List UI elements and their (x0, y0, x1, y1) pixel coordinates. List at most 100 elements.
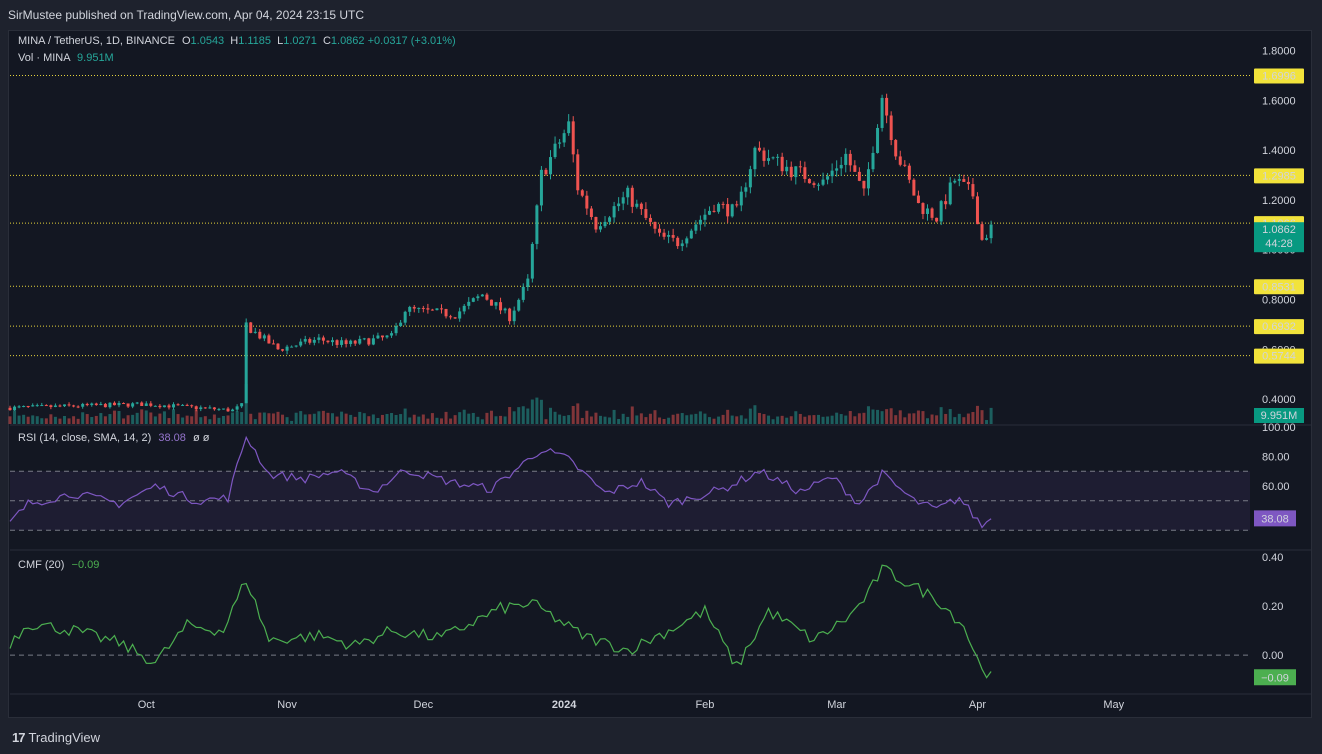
price-level-tag (1254, 348, 1304, 364)
volume-bar (776, 416, 780, 424)
volume-bar (903, 417, 907, 424)
candle-body (440, 308, 444, 310)
volume-bar (158, 413, 162, 424)
low-label: L (277, 35, 284, 47)
candle-body (980, 224, 984, 240)
volume-bar (844, 415, 848, 424)
volume-bar (162, 411, 166, 424)
candle-body (76, 406, 80, 408)
symbol-name[interactable]: MINA / TetherUS, 1D, BINANCE (18, 35, 175, 47)
volume-bar (526, 408, 530, 424)
last-price-tag (1254, 222, 1304, 253)
candle-body (308, 339, 312, 343)
candle-body (535, 205, 539, 244)
volume-bar (644, 417, 648, 424)
time-tick-label: Mar (827, 699, 846, 711)
cmf-tick-label: 0.40 (1262, 552, 1283, 564)
candle-body (985, 238, 989, 240)
volume-bar (971, 412, 975, 424)
candle-body (453, 317, 457, 319)
chart-frame[interactable] (8, 30, 1312, 718)
candle-body (807, 178, 811, 184)
candle-body (471, 298, 475, 302)
candle-body (335, 340, 339, 345)
time-tick-label: May (1103, 699, 1124, 711)
candle-body (644, 209, 648, 218)
volume-value: 9.951M (77, 52, 114, 64)
volume-bar (185, 415, 189, 424)
volume-bar (898, 410, 902, 424)
candle-body (676, 237, 680, 247)
volume-bar (671, 414, 675, 424)
volume-bar (935, 415, 939, 424)
cmf-legend[interactable]: CMF (20) −0.09 (18, 559, 99, 571)
candle-body (539, 169, 543, 206)
volume-bar (894, 415, 898, 424)
candle-body (358, 338, 362, 344)
volume-bar (544, 419, 548, 424)
low-value: 1.0271 (283, 35, 317, 47)
volume-bar (321, 410, 325, 424)
volume-bar (253, 419, 257, 424)
volume-bar (639, 413, 643, 424)
volume-bar (390, 413, 394, 424)
symbol-legend[interactable]: MINA / TetherUS, 1D, BINANCE O1.0543 H1.… (18, 35, 456, 47)
candle-body (249, 322, 253, 333)
candle-body (739, 191, 743, 206)
candle-body (889, 115, 893, 141)
candle-body (512, 310, 516, 322)
candle-body (930, 208, 934, 218)
high-value: 1.1185 (238, 35, 272, 47)
candle-body (326, 340, 330, 343)
volume-bar (140, 409, 144, 424)
candle-body (630, 187, 634, 207)
volume-bar (371, 414, 375, 424)
chart-canvas[interactable]: 1.80001.60001.40001.20001.00000.80000.60… (0, 0, 1322, 720)
candle-body (626, 187, 630, 198)
rsi-legend[interactable]: RSI (14, close, SMA, 14, 2) 38.08 ø ø (18, 432, 209, 444)
candle-body (480, 294, 484, 297)
volume-bar (122, 418, 126, 424)
volume-bar (76, 418, 80, 424)
volume-bar (399, 414, 403, 424)
volume-bar (521, 406, 525, 424)
candle-body (680, 243, 684, 247)
volume-bar (335, 416, 339, 424)
volume-bar (694, 413, 698, 424)
volume-bar (612, 409, 616, 424)
rsi-tick-label: 80.00 (1262, 452, 1290, 464)
volume-bar (117, 411, 121, 424)
volume-bar (226, 415, 230, 424)
volume-bar (853, 416, 857, 424)
candle-body (153, 405, 157, 407)
candle-body (271, 343, 275, 345)
candle-body (290, 346, 294, 348)
candle-body (844, 153, 848, 165)
candle-body (780, 156, 784, 172)
time-tick-label: 2024 (552, 699, 577, 711)
volume-bar (635, 415, 639, 424)
price-level-label: 0.6932 (1262, 321, 1296, 333)
volume-bar (353, 416, 357, 424)
candle-body (312, 339, 316, 343)
last-price-label: 1.0862 (1262, 224, 1296, 236)
volume-bar (871, 409, 875, 424)
volume-bar (317, 411, 321, 424)
candle-body (499, 302, 503, 311)
rsi-value: 38.08 (158, 432, 186, 444)
volume-legend[interactable]: Vol · MINA 9.951M (18, 52, 114, 64)
candle-body (449, 316, 453, 318)
candle-body (340, 340, 344, 345)
volume-bar (367, 416, 371, 424)
candle-body (835, 168, 839, 171)
candle-body (117, 403, 121, 406)
candle-body (635, 203, 639, 207)
volume-bar (67, 418, 71, 424)
tradingview-brand[interactable]: 17 TradingView (12, 730, 100, 745)
price-level-tag (1254, 68, 1304, 84)
volume-bar (221, 415, 225, 424)
candle-body (989, 224, 993, 239)
candle-body (803, 167, 807, 179)
candle-body (94, 403, 98, 406)
volume-bar (176, 414, 180, 424)
